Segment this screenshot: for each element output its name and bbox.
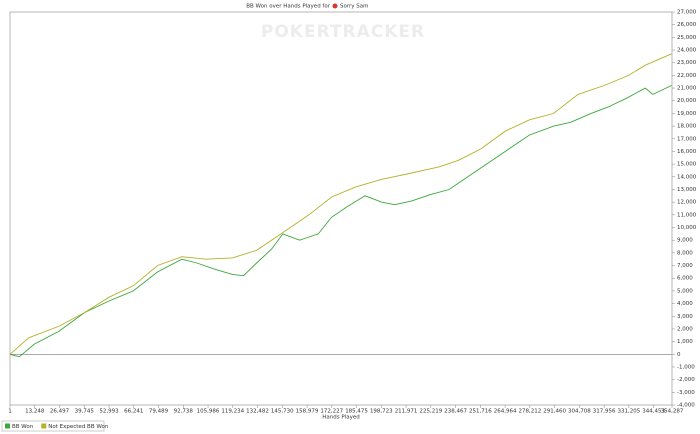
y-tick-label: 3,000 [677,314,693,320]
y-tick-label: 8,000 [677,250,693,256]
x-tick-label: 317,956 [593,409,616,415]
y-tick-label: 17,000 [677,136,697,142]
x-tick-label: 39,745 [75,409,95,415]
legend-label: Not Expected BB Won [48,424,109,430]
series-line [9,85,672,358]
y-tick-label: 15,000 [677,162,697,168]
player-name: Sorry Sam [340,4,369,10]
y-tick-label: 11,000 [677,212,697,218]
y-tick-label: 5,000 [677,288,693,294]
x-tick-label: 354,287 [661,409,684,415]
x-tick-label: 66,241 [124,409,143,415]
x-tick-label: 264,964 [494,409,517,415]
y-tick-label: 27,000 [677,10,697,16]
x-tick-label: 304,708 [568,409,591,415]
plot-frame [9,11,673,406]
legend-swatch [41,423,47,429]
y-tick-label: -2,000 [677,377,695,383]
y-tick-label: 18,000 [677,124,697,130]
y-tick-label: -4,000 [677,403,695,409]
y-tick-label: 0 [677,352,681,358]
y-tick-label: 20,000 [677,98,697,104]
y-tick-label: 16,000 [677,149,697,155]
x-tick-label: 344,453 [642,409,665,415]
x-tick-label: 1 [8,409,12,415]
legend-label: BB Won [12,424,34,430]
y-tick-label: -3,000 [677,390,695,396]
y-tick-label: 14,000 [677,174,697,180]
x-tick-label: 79,489 [149,409,169,415]
x-tick-label: 13,248 [25,409,45,415]
x-tick-label: 52,993 [99,409,119,415]
x-tick-label: 119,234 [221,409,244,415]
x-tick-label: 225,219 [419,409,442,415]
y-tick-label: 1,000 [677,339,693,345]
x-tick-label: 132,482 [246,409,269,415]
x-tick-label: 331,205 [617,409,640,415]
x-tick-label: 92,738 [174,409,194,415]
x-tick-label: 291,460 [543,409,566,415]
watermark: POKERTRACKER [261,22,425,42]
y-tick-label: -1,000 [677,364,695,370]
x-tick-label: 185,475 [345,409,368,415]
y-tick-label: 12,000 [677,200,697,206]
x-tick-label: 105,986 [197,409,220,415]
y-tick-label: 21,000 [677,86,697,92]
y-tick-label: 19,000 [677,111,697,117]
y-tick-label: 24,000 [677,48,697,54]
x-tick-label: 145,730 [271,409,294,415]
y-tick-label: 13,000 [677,187,697,193]
x-tick-label: 198,723 [370,409,393,415]
y-tick-label: 10,000 [677,225,697,231]
y-tick-label: 4,000 [677,301,693,307]
series-line [9,53,672,355]
x-tick-label: 172,227 [320,409,343,415]
y-tick-label: 26,000 [677,22,697,28]
legend [1,420,105,432]
x-tick-label: 26,497 [50,409,70,415]
player-icon [332,3,338,9]
x-tick-label: 238,467 [444,409,467,415]
y-tick-label: 2,000 [677,326,693,332]
x-tick-label: 211,971 [395,409,418,415]
chart-title: BB Won over Hands Played for [246,4,331,10]
legend-swatch [5,423,10,429]
y-tick-label: 23,000 [677,60,697,66]
y-tick-label: 25,000 [677,35,697,41]
y-tick-label: 9,000 [677,238,693,244]
x-axis-title: Hands Played [322,415,359,421]
x-tick-label: 278,212 [518,409,541,415]
y-tick-label: 22,000 [677,73,697,79]
x-tick-label: 158,979 [296,409,319,415]
y-tick-label: 7,000 [677,263,693,269]
y-tick-label: 6,000 [677,276,693,282]
x-tick-label: 251,716 [469,409,492,415]
